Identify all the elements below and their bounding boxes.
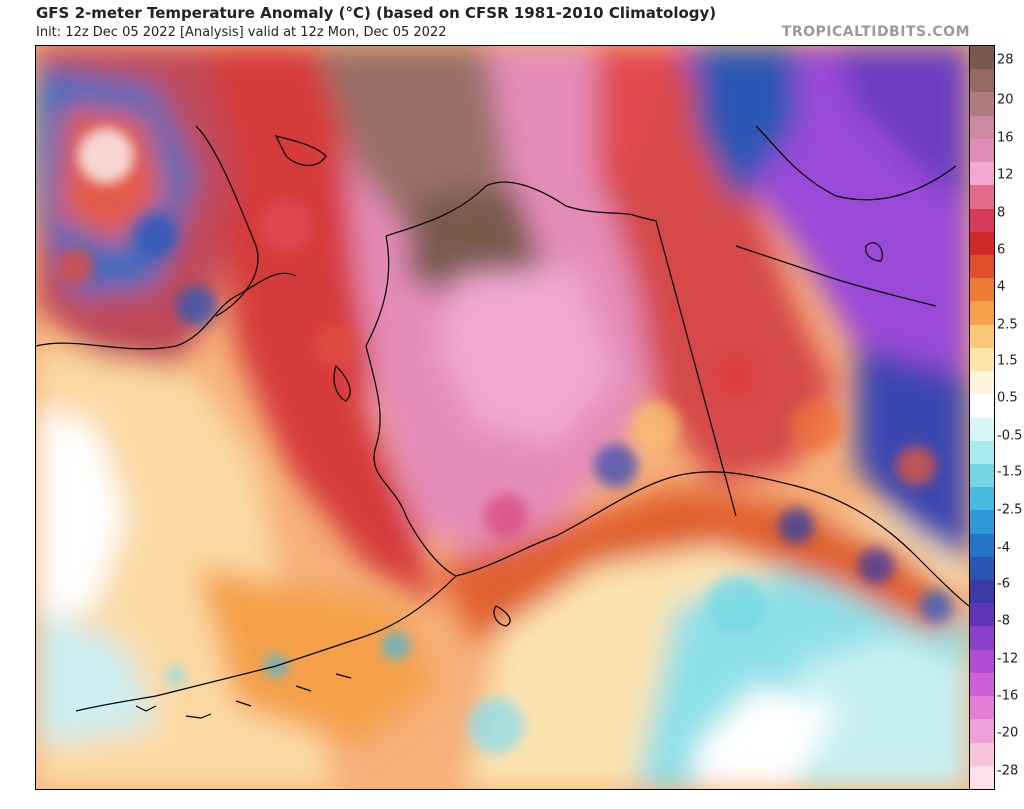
color-scale-label: 20 xyxy=(997,92,1014,108)
color-scale-segment xyxy=(970,556,994,581)
color-scale-label: -16 xyxy=(997,688,1019,704)
color-scale-segment xyxy=(970,115,994,139)
color-scale-segment xyxy=(970,626,994,650)
color-scale-label: 28 xyxy=(997,52,1014,68)
color-scale-segment xyxy=(970,649,994,673)
color-scale-label: -4 xyxy=(997,540,1010,556)
anomaly-map xyxy=(35,45,970,790)
color-scale-segment xyxy=(970,347,994,372)
color-scale-label: 2.5 xyxy=(997,317,1018,333)
color-scale-segment xyxy=(970,440,994,464)
color-scale-segment xyxy=(970,603,994,627)
color-scale-segment xyxy=(970,696,994,720)
anomaly-field xyxy=(36,46,969,789)
color-scale-label: 6 xyxy=(997,242,1006,258)
color-scale-label: -12 xyxy=(997,651,1019,667)
color-scale-label: 1.5 xyxy=(997,353,1018,369)
color-scale-label: 8 xyxy=(997,205,1006,221)
color-scale-segment xyxy=(970,301,994,325)
color-scale-segment xyxy=(970,672,994,697)
color-scale-label: -6 xyxy=(997,576,1010,592)
color-scale-segment xyxy=(970,371,994,395)
color-scale-label: 16 xyxy=(997,130,1014,146)
color-scale-segment xyxy=(970,138,994,163)
color-scale-segment xyxy=(970,231,994,255)
color-scale-segment xyxy=(970,162,994,186)
color-scale-label: -28 xyxy=(997,763,1019,779)
anomaly-detail xyxy=(58,128,952,754)
color-scale-segment xyxy=(970,254,994,279)
color-scale-bar xyxy=(969,45,995,790)
color-scale-label: -20 xyxy=(997,725,1019,741)
color-scale-segment xyxy=(970,463,994,488)
color-scale-segment xyxy=(970,742,994,766)
coastlines xyxy=(36,125,969,719)
anomaly-map-canvas xyxy=(36,46,969,789)
color-scale-label: -1.5 xyxy=(997,464,1023,480)
map-subtitle: Init: 12z Dec 05 2022 [Analysis] valid a… xyxy=(36,25,447,40)
color-scale-label: -8 xyxy=(997,613,1010,629)
color-scale-segment xyxy=(970,719,994,743)
color-scale-segment xyxy=(970,69,994,93)
color-scale-segment xyxy=(970,46,994,70)
color-scale-segment xyxy=(970,417,994,441)
color-scale-label: -2.5 xyxy=(997,502,1023,518)
color-scale-label: 4 xyxy=(997,279,1006,295)
color-scale-segment xyxy=(970,92,994,116)
color-scale-segment xyxy=(970,487,994,511)
color-scale-segment xyxy=(970,510,994,534)
color-scale-segment xyxy=(970,533,994,557)
map-title: GFS 2-meter Temperature Anomaly (°C) (ba… xyxy=(36,4,717,22)
color-scale-segment xyxy=(970,324,994,348)
color-scale-segment xyxy=(970,278,994,302)
color-scale-segment xyxy=(970,580,994,604)
source-credit: TROPICALTIDBITS.COM xyxy=(781,24,970,40)
color-scale-segment xyxy=(970,208,994,232)
color-scale-segment xyxy=(970,185,994,209)
color-scale-segment xyxy=(970,394,994,418)
color-scale-label: -0.5 xyxy=(997,428,1023,444)
color-scale-label: 12 xyxy=(997,167,1014,183)
color-scale-label: 0.5 xyxy=(997,390,1018,406)
color-scale-segment xyxy=(970,765,994,789)
